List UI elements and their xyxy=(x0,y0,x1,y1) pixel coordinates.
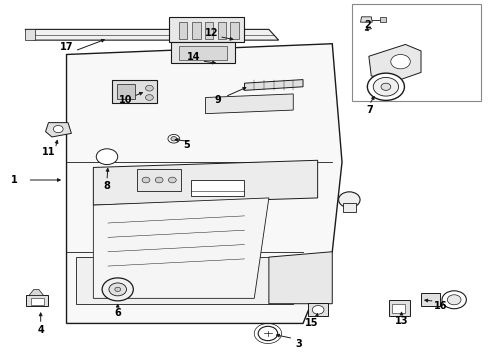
Polygon shape xyxy=(368,44,420,80)
Text: 1: 1 xyxy=(11,175,18,185)
Polygon shape xyxy=(93,198,268,298)
Bar xyxy=(391,305,405,314)
Text: 17: 17 xyxy=(60,42,74,52)
Bar xyxy=(204,22,213,40)
Polygon shape xyxy=(244,80,303,90)
Polygon shape xyxy=(26,296,48,306)
Circle shape xyxy=(53,126,63,133)
Circle shape xyxy=(447,295,460,305)
Circle shape xyxy=(168,177,176,183)
Circle shape xyxy=(372,77,398,96)
Circle shape xyxy=(441,291,466,309)
Bar xyxy=(190,180,244,196)
Polygon shape xyxy=(25,30,35,40)
Polygon shape xyxy=(93,160,317,205)
Circle shape xyxy=(102,278,133,301)
Circle shape xyxy=(170,136,176,141)
Bar xyxy=(31,298,43,305)
Text: 12: 12 xyxy=(204,28,218,38)
Circle shape xyxy=(390,54,409,69)
Polygon shape xyxy=(307,303,328,316)
Circle shape xyxy=(167,134,179,143)
Circle shape xyxy=(109,283,126,296)
Circle shape xyxy=(338,192,359,208)
Polygon shape xyxy=(25,30,278,40)
Polygon shape xyxy=(268,252,331,304)
Polygon shape xyxy=(360,17,371,22)
Circle shape xyxy=(142,177,150,183)
Polygon shape xyxy=(205,94,293,114)
Text: 5: 5 xyxy=(183,140,190,150)
Text: 10: 10 xyxy=(119,95,132,105)
Bar xyxy=(217,22,226,40)
Text: 4: 4 xyxy=(37,325,44,335)
Bar xyxy=(342,203,355,212)
Circle shape xyxy=(258,326,277,341)
Text: 11: 11 xyxy=(41,147,55,157)
Circle shape xyxy=(145,95,153,100)
Polygon shape xyxy=(29,289,43,296)
Polygon shape xyxy=(420,293,439,306)
Text: 15: 15 xyxy=(305,318,318,328)
Text: 6: 6 xyxy=(114,309,121,318)
Text: 9: 9 xyxy=(214,95,221,105)
Bar xyxy=(351,4,480,101)
Polygon shape xyxy=(171,42,234,63)
Circle shape xyxy=(96,149,118,165)
Text: 13: 13 xyxy=(394,316,407,325)
Text: 2: 2 xyxy=(363,20,370,30)
Bar xyxy=(178,22,187,40)
Text: 14: 14 xyxy=(186,52,200,62)
Bar xyxy=(137,169,181,191)
Circle shape xyxy=(145,85,153,91)
Polygon shape xyxy=(76,257,293,304)
Polygon shape xyxy=(66,44,341,323)
Polygon shape xyxy=(388,300,409,316)
Text: 7: 7 xyxy=(365,105,372,115)
Bar xyxy=(379,17,385,22)
Bar xyxy=(178,46,227,60)
Circle shape xyxy=(312,306,324,314)
Text: 8: 8 xyxy=(103,181,110,191)
Circle shape xyxy=(366,73,404,100)
Bar xyxy=(191,22,200,40)
Text: 3: 3 xyxy=(295,338,302,348)
Bar xyxy=(117,84,135,99)
Circle shape xyxy=(115,287,121,292)
Polygon shape xyxy=(168,17,244,42)
Circle shape xyxy=(380,83,390,90)
Polygon shape xyxy=(45,123,71,137)
Circle shape xyxy=(155,177,163,183)
Polygon shape xyxy=(112,80,157,103)
Bar xyxy=(230,22,239,40)
Text: 16: 16 xyxy=(433,301,447,311)
